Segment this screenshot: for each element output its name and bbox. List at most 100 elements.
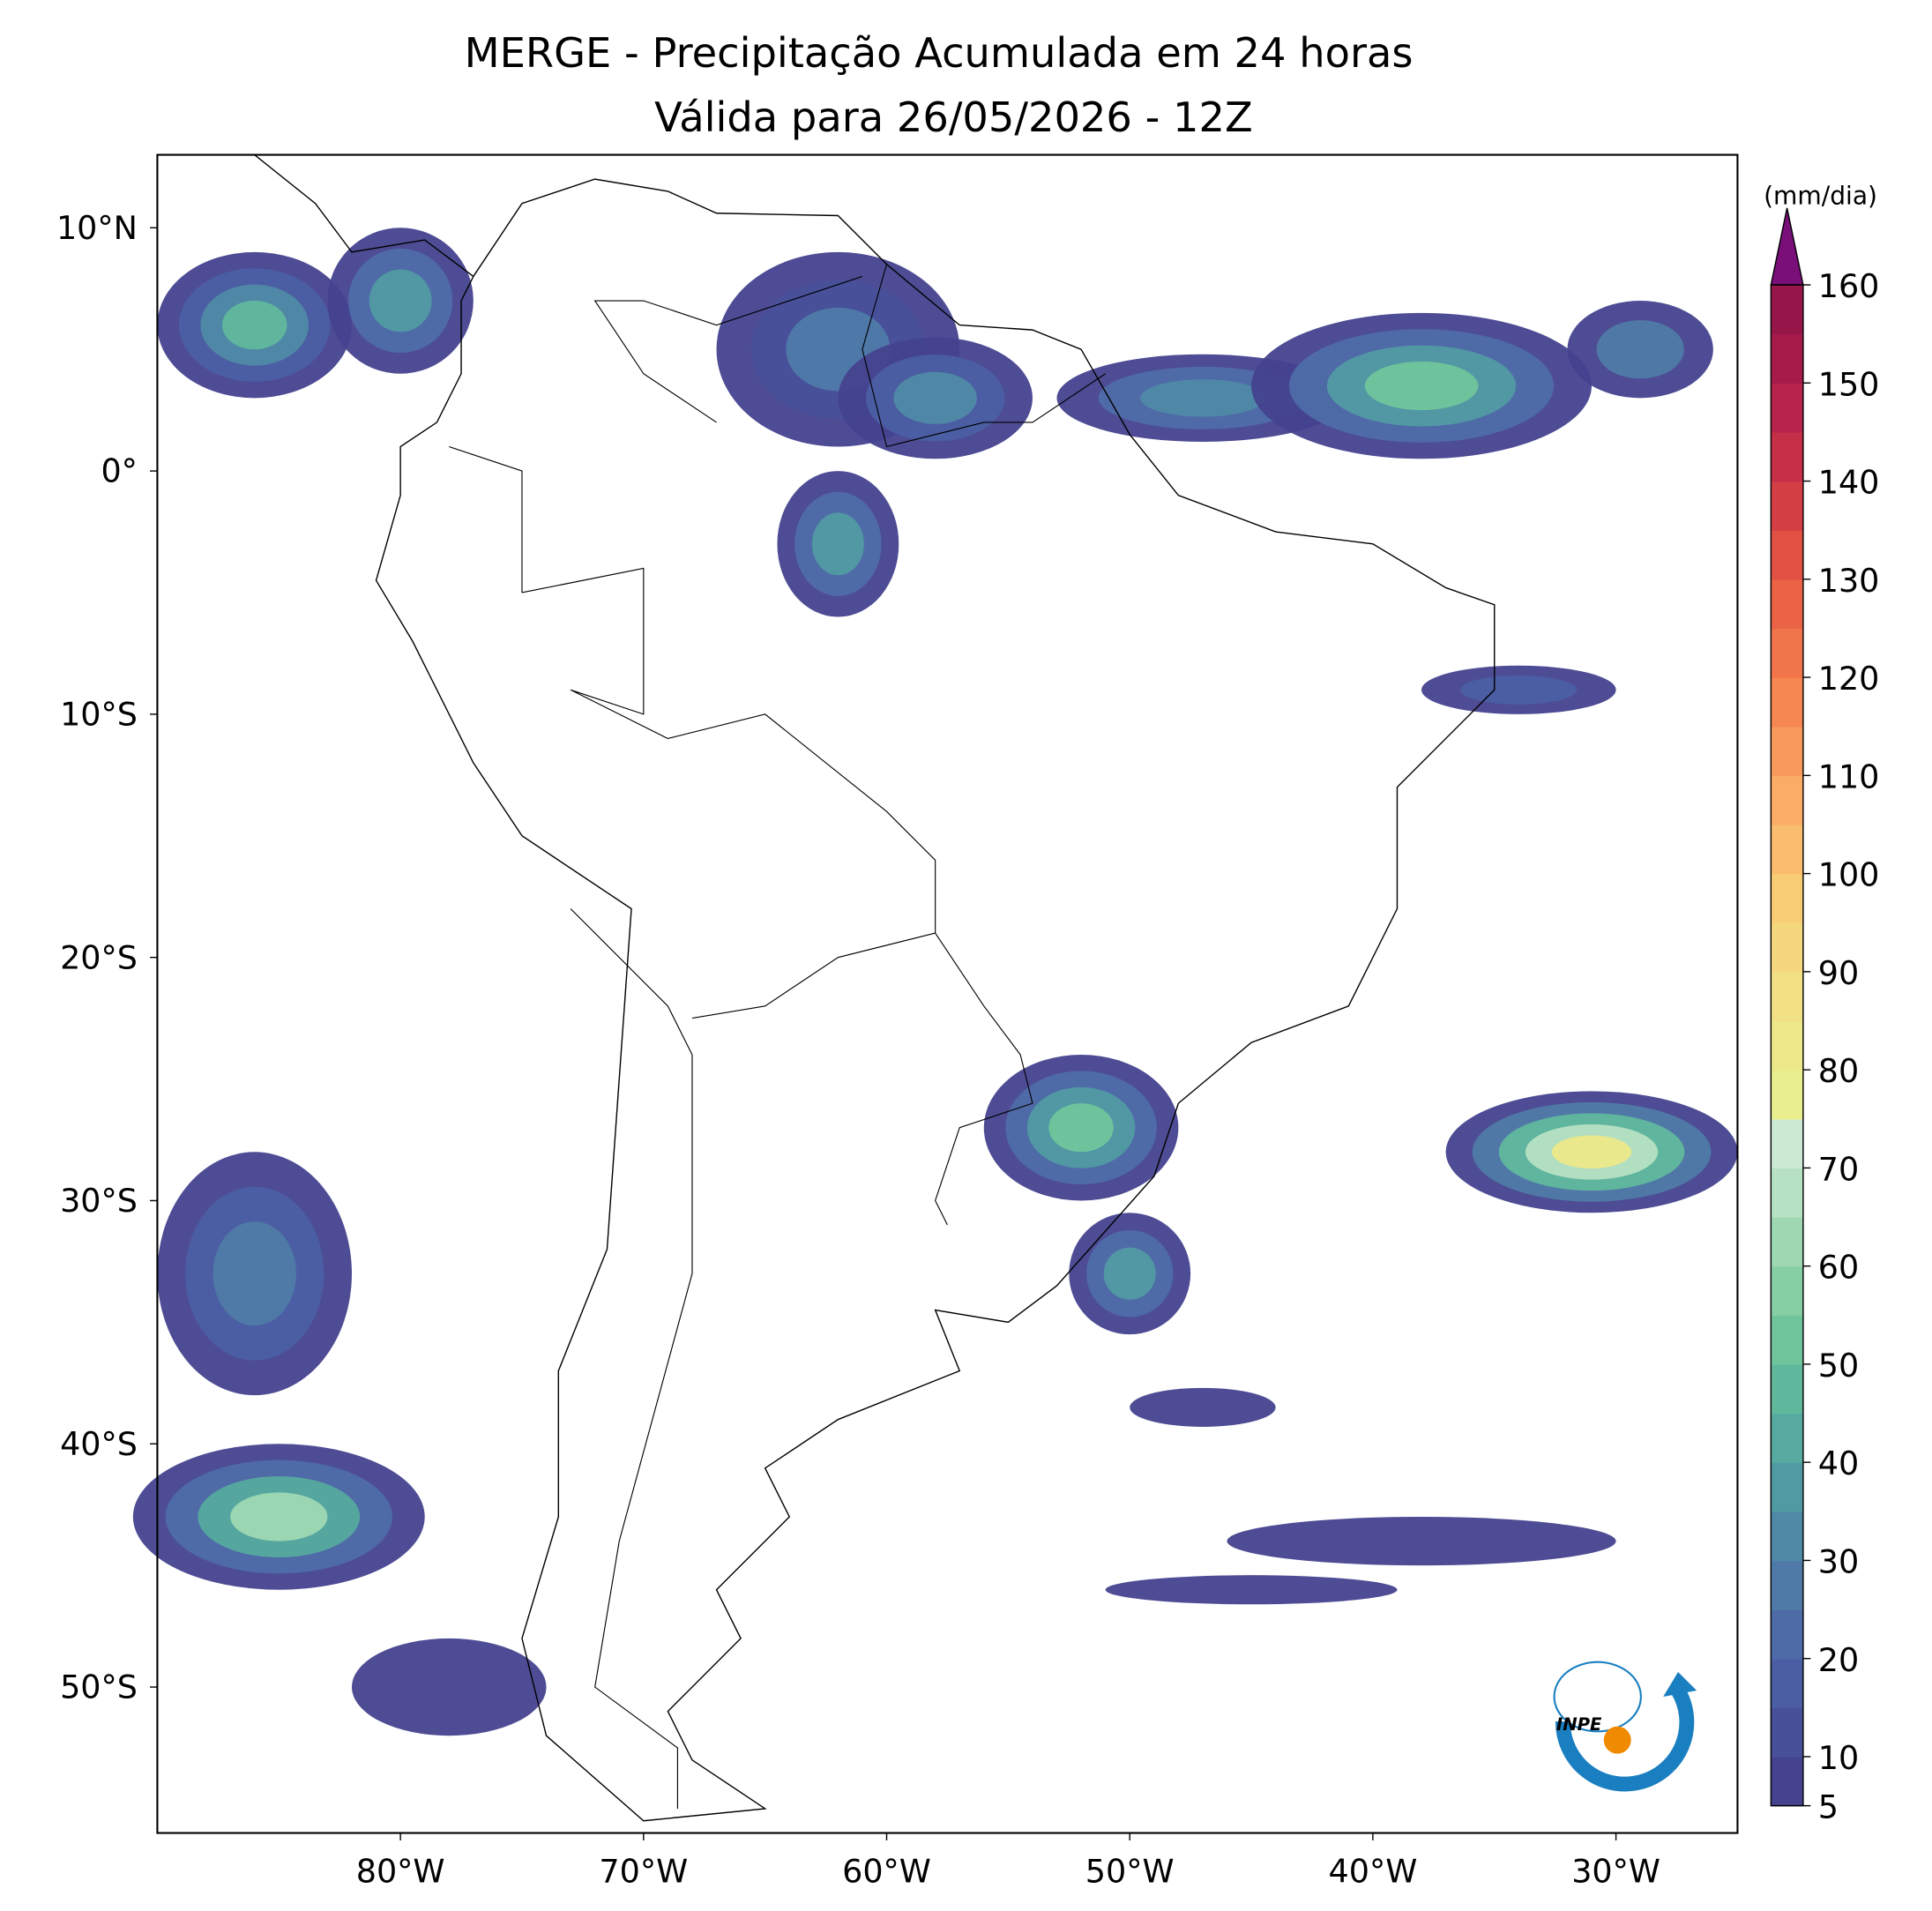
colorbar-segment bbox=[1771, 971, 1803, 1022]
colorbar-segment bbox=[1771, 530, 1803, 580]
precip-patch bbox=[1140, 379, 1265, 417]
colorbar-tick-label: 150 bbox=[1818, 365, 1880, 403]
logo-sun bbox=[1603, 1726, 1631, 1754]
colorbar-segment bbox=[1771, 1020, 1803, 1071]
country-border bbox=[862, 264, 1106, 448]
precip-patch bbox=[1227, 1516, 1616, 1566]
south-america-coast bbox=[375, 178, 1496, 1822]
colorbar-segment bbox=[1771, 677, 1803, 728]
precip-patch bbox=[893, 371, 977, 424]
y-tick-label: 0° bbox=[101, 452, 137, 490]
precip-patch bbox=[230, 1492, 328, 1541]
colorbar-tick-label: 80 bbox=[1818, 1052, 1859, 1090]
x-tick-label: 40°W bbox=[1329, 1853, 1418, 1891]
precip-patch bbox=[213, 1221, 296, 1326]
precip-patch bbox=[1551, 1135, 1632, 1169]
inpe-logo: INPE bbox=[1553, 1661, 1697, 1792]
colorbar-tick-label: 140 bbox=[1818, 464, 1880, 502]
colorbar-segment bbox=[1771, 1315, 1803, 1365]
precip-patch bbox=[1460, 675, 1578, 705]
precip-patch bbox=[1105, 1575, 1398, 1605]
colorbar-tick-label: 10 bbox=[1818, 1739, 1859, 1777]
country-border bbox=[593, 275, 863, 423]
colorbar-segment bbox=[1771, 1560, 1803, 1610]
colorbar-segment bbox=[1771, 726, 1803, 777]
country-border bbox=[668, 713, 936, 1019]
x-tick-label: 50°W bbox=[1085, 1853, 1175, 1891]
colorbar-segment bbox=[1771, 1462, 1803, 1512]
x-tick-label: 70°W bbox=[599, 1853, 688, 1891]
colorbar-segment bbox=[1771, 628, 1803, 678]
colorbar-segment bbox=[1771, 1363, 1803, 1415]
colorbar-tick-label: 90 bbox=[1818, 954, 1859, 992]
colorbar-segment bbox=[1771, 1609, 1803, 1660]
precip-patch bbox=[1596, 320, 1684, 379]
subtitle: Válida para 26/05/2026 - 12Z bbox=[654, 93, 1253, 141]
colorbar-segment bbox=[1771, 1413, 1803, 1463]
precip-patch bbox=[1364, 361, 1479, 411]
colorbar-tick-label: 120 bbox=[1818, 660, 1880, 698]
colorbar-segment bbox=[1771, 383, 1803, 433]
colorbar-segment bbox=[1771, 1070, 1803, 1120]
colorbar-tick-label: 20 bbox=[1818, 1641, 1859, 1679]
country-border bbox=[521, 567, 668, 739]
colorbar-segment bbox=[1771, 1511, 1803, 1562]
colorbar-segment bbox=[1771, 333, 1803, 384]
colorbar-extend bbox=[1770, 207, 1804, 286]
colorbar-tick-label: 130 bbox=[1818, 562, 1880, 600]
colorbar-label: (mm/dia) bbox=[1764, 182, 1877, 211]
logo-orbit bbox=[1553, 1661, 1642, 1733]
x-tick-label: 60°W bbox=[842, 1853, 931, 1891]
country-border bbox=[935, 932, 1033, 1226]
logo-text: INPE bbox=[1556, 1714, 1602, 1735]
colorbar-tick-label: 100 bbox=[1818, 856, 1880, 894]
colorbar-tick-label: 60 bbox=[1818, 1249, 1859, 1287]
logo-arc bbox=[1555, 1686, 1695, 1792]
colorbar-segment bbox=[1771, 1265, 1803, 1317]
colorbar-segment bbox=[1771, 1168, 1803, 1218]
colorbar-segment bbox=[1771, 285, 1803, 335]
colorbar-tick-label: 5 bbox=[1818, 1788, 1839, 1826]
y-tick-label: 40°S bbox=[60, 1425, 138, 1463]
y-tick-label: 20°S bbox=[60, 938, 138, 976]
precip-patch bbox=[1048, 1103, 1114, 1153]
colorbar-tick-label: 40 bbox=[1818, 1444, 1859, 1482]
colorbar-tick-label: 160 bbox=[1818, 267, 1880, 305]
x-tick-label: 80°W bbox=[356, 1853, 445, 1891]
x-tick-label: 30°W bbox=[1571, 1853, 1660, 1891]
precip-patch bbox=[1103, 1247, 1156, 1300]
colorbar-segment bbox=[1771, 431, 1803, 482]
axes: 80°W 70°W 60°W 50°W 40°W 30°W 10°N 0° 10°S 20°S 30… bbox=[56, 209, 1660, 1891]
colorbar-segment bbox=[1771, 824, 1803, 875]
colorbar-segment bbox=[1771, 481, 1803, 531]
country-border bbox=[570, 908, 693, 1809]
colorbar-frame bbox=[1770, 284, 1804, 1807]
colorbar-segment bbox=[1771, 1217, 1803, 1267]
colorbar-segment bbox=[1771, 1756, 1803, 1807]
colorbar-tick-label: 110 bbox=[1818, 758, 1880, 795]
colorbar-segment bbox=[1771, 922, 1803, 973]
precip-patch bbox=[221, 301, 287, 350]
precip-patch bbox=[1130, 1387, 1276, 1427]
colorbar-tick-label: 70 bbox=[1818, 1150, 1859, 1188]
colorbar-segment bbox=[1771, 873, 1803, 923]
country-border bbox=[449, 445, 523, 593]
precip-patch bbox=[811, 512, 864, 576]
colorbar-segment bbox=[1771, 1658, 1803, 1709]
map-frame bbox=[156, 153, 1739, 1834]
precip-patch bbox=[351, 1638, 547, 1736]
colorbar-segment bbox=[1771, 775, 1803, 825]
colorbar-segment bbox=[1771, 1707, 1803, 1758]
title: MERGE - Precipitação Acumulada em 24 hor… bbox=[465, 29, 1414, 77]
colorbar-tick-label: 30 bbox=[1818, 1543, 1859, 1581]
precipitation-layer bbox=[132, 228, 1738, 1736]
y-tick-label: 30°S bbox=[60, 1182, 138, 1220]
logo-arrow bbox=[1663, 1671, 1697, 1698]
y-tick-label: 50°S bbox=[60, 1668, 138, 1706]
colorbar-segment bbox=[1771, 579, 1803, 630]
colorbar-segment bbox=[1771, 1118, 1803, 1169]
y-tick-label: 10°S bbox=[60, 696, 138, 734]
y-tick-label: 10°N bbox=[56, 209, 138, 247]
precip-patch bbox=[369, 269, 432, 332]
